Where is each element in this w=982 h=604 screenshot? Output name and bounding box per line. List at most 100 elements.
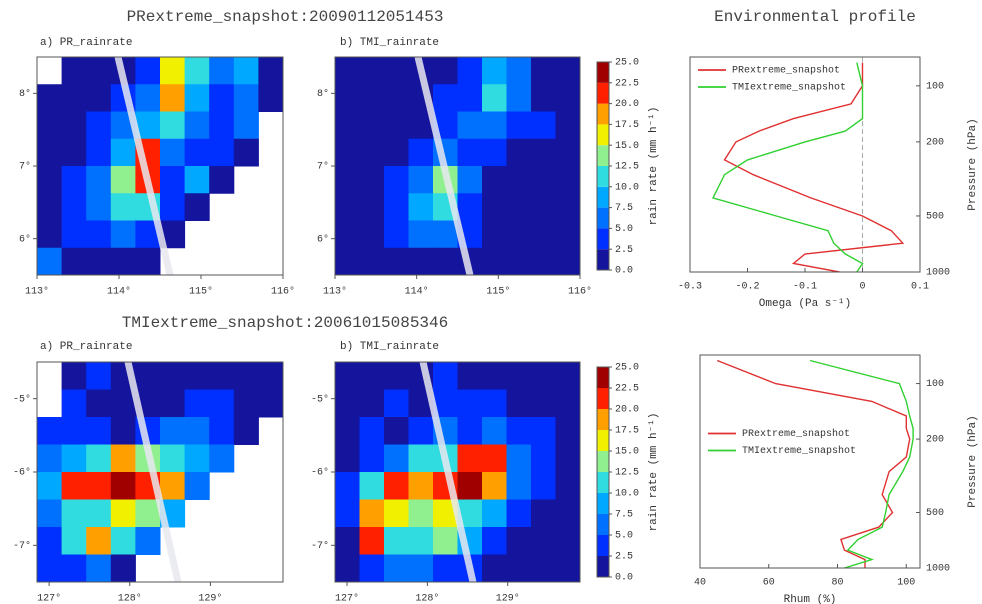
x-tick-label: 115° [189,286,213,298]
x-tick-label: 128° [118,593,142,604]
rain-cell [233,84,259,112]
rain-cell [384,193,409,221]
rain-cell [184,166,210,194]
rain-cell [384,84,409,112]
rain-cell [482,527,507,555]
rain-cell [258,362,284,390]
rain-cell [384,444,409,473]
rain-cell [61,417,87,445]
rain-cell [86,417,112,445]
x-tick-label: -0.3 [678,282,702,293]
rain-cell [506,499,532,528]
colorbar-segment [597,228,609,250]
rain-cell [184,417,210,445]
row-title: PRextreme_snapshot:20090112051453 [127,8,444,26]
rain-cell [61,247,87,276]
colorbar-segment [597,514,609,535]
rain-cell [482,111,507,140]
legend-label: PRextreme_snapshot [742,428,850,440]
colorbar-tick-label: 0.0 [615,266,633,277]
colorbar-segment [597,82,609,104]
rain-cell [555,138,581,167]
colorbar-tick-label: 15.0 [615,141,639,152]
rain-cell [86,472,112,500]
rain-cell [184,84,210,112]
rain-cell [160,362,186,390]
rain-cell [335,499,360,528]
rain-cell [209,444,235,473]
x-tick-label: 116° [271,286,295,298]
rain-cell [160,84,186,112]
rain-cell [555,444,581,473]
colorbar-tick-label: 5.0 [615,224,633,235]
rain-cell [86,138,112,167]
rain-cell [482,57,507,85]
rain-cell [408,527,434,555]
x-tick-label: 114° [107,286,131,298]
rain-cell [384,499,409,528]
colorbar-label: rain rate (mm h⁻¹) [648,413,660,532]
rain-cell [110,193,136,221]
y-tick-label: -7° [311,540,329,552]
rain-cell [457,138,483,167]
rain-cell [433,84,458,112]
rain-cell [531,554,556,583]
rain-cell [61,527,87,555]
rain-cell [457,472,483,500]
rain-cell [61,166,87,194]
rain-cell [37,499,63,528]
plot-frame [699,354,921,569]
rain-cell [433,220,458,249]
x-tick-label: 113° [25,286,49,298]
profile-line [716,359,911,568]
colorbar-tick-label: 17.5 [615,426,639,437]
rain-cell [531,111,556,140]
y-tick-label: 1000 [926,268,950,279]
rain-cell [506,362,532,390]
colorbar-tick-label: 12.5 [615,468,639,479]
rain-cell [408,417,434,445]
rain-cell [457,417,483,445]
rain-cell [506,444,532,473]
rain-cell [37,138,63,167]
rain-cell [110,220,136,249]
rain-cell [86,220,112,249]
rain-cell [233,111,259,140]
rain-cell [184,111,210,140]
rain-cell [184,444,210,473]
rain-cell [482,220,507,249]
satellite-track [419,362,477,582]
rain-cell [61,362,87,390]
rain-cell [531,220,556,249]
colorbar-segment [597,367,609,388]
rain-cell [37,193,63,221]
rain-cell [555,111,581,140]
rain-cell [335,417,360,445]
rain-cell [61,138,87,167]
rain-cell [160,57,186,85]
colorbar-tick-label: 20.0 [615,99,639,110]
rain-cell [457,84,483,112]
rain-cell [335,138,360,167]
rain-cell [335,444,360,473]
rain-cell [506,417,532,445]
colorbar-tick-label: 2.5 [615,245,633,256]
rain-cell [160,138,186,167]
colorbar-segment [597,409,609,430]
rain-cell [135,362,161,390]
rain-cell [457,444,483,473]
rain-cell [506,472,532,500]
rain-cell [86,527,112,555]
rain-cell [233,389,259,418]
rain-cell [408,499,434,528]
rain-cell [555,527,581,555]
rain-cell [184,362,210,390]
rain-cell [135,57,161,85]
colorbar-segment [597,145,609,166]
y-tick-label: 8° [317,88,329,100]
rain-cell [408,247,434,276]
rain-cell [384,472,409,500]
panel-title: b) TMI_rainrate [340,341,439,353]
y-tick-label: 7° [317,161,329,173]
rain-cell [61,554,87,583]
